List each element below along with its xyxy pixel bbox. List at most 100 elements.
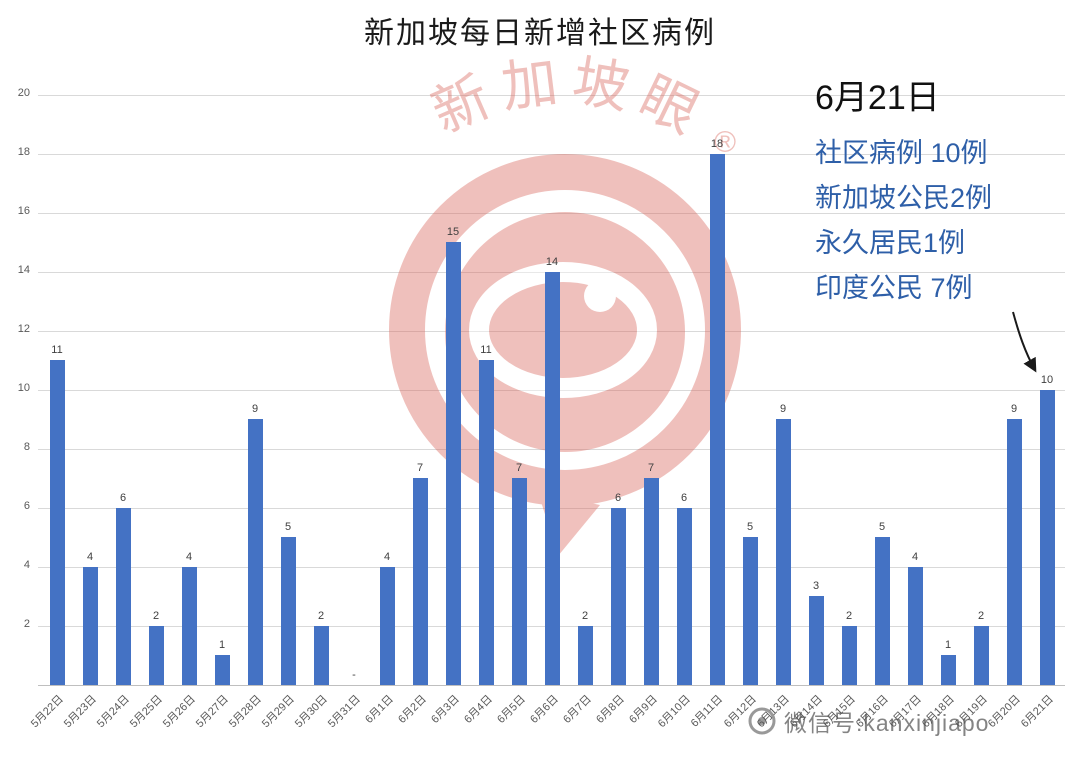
gridline [38,154,1065,155]
x-tick-label: 6月11日 [689,693,726,730]
bar [115,508,131,685]
bar-value-label: 11 [51,344,63,356]
bar-value-label: 9 [1010,403,1018,415]
bar [412,478,428,685]
x-tick-label: 6月10日 [655,693,693,731]
x-tick-label: 6月6日 [527,693,561,726]
bar-value-label: 18 [710,138,724,150]
bar-value-label: 15 [446,226,460,238]
annotation-block: 6月21日 社区病例 10例 新加坡公民2例 永久居民1例 印度公民 7例 [815,70,992,311]
bar [940,655,956,685]
x-tick-label: 5月25日 [127,693,165,731]
x-tick-label: 5月29日 [259,693,297,731]
bar-value-label: 6 [614,492,622,504]
y-tick-label: 10 [17,382,30,394]
bar [280,537,296,685]
y-tick-label: 20 [17,87,30,99]
bar-value-label: 5 [284,521,292,533]
bar-value-label: 2 [581,610,589,622]
y-tick-label: 8 [23,441,30,453]
y-tick-label: 4 [23,559,30,571]
bar [1039,390,1055,685]
x-tick-label: 6月8日 [593,693,627,726]
bar-value-label: 4 [383,551,391,563]
x-tick-label: 5月24日 [94,693,132,731]
y-tick-label: 18 [17,146,30,158]
bar-value-label: 6 [680,492,688,504]
bar-value-label: - [352,669,356,681]
bar-value-label: 1 [218,639,226,651]
annotation-date: 6月21日 [815,79,940,117]
x-tick-label: 6月2日 [395,693,429,726]
bar [445,242,461,685]
bar [478,360,494,685]
x-tick-label: 6月5日 [494,693,528,726]
bar [511,478,527,685]
gridline [38,213,1065,214]
bar [643,478,659,685]
x-tick-label: 5月27日 [193,693,231,731]
bar [841,626,857,685]
annotation-line-citizens: 新加坡公民2例 [815,183,993,213]
bar-value-label: 2 [845,610,853,622]
bar [610,508,626,685]
bar-value-label: 4 [911,551,919,563]
bar [313,626,329,685]
bar [973,626,989,685]
bar-value-label: 7 [515,462,523,474]
bar [577,626,593,685]
bar [379,567,395,685]
bar [247,419,263,685]
x-tick-label: 5月23日 [61,693,99,731]
y-tick-label: 16 [17,205,30,217]
x-tick-label: 6月1日 [362,693,396,726]
wechat-watermark-icon [748,707,776,735]
bar [544,272,560,685]
bar-value-label: 9 [779,403,787,415]
bar [1006,419,1022,685]
x-tick-label: 6月7日 [560,693,594,726]
bar-value-label: 10 [1040,374,1054,386]
y-tick-label: 6 [23,500,30,512]
bar-value-label: 5 [878,521,886,533]
bar-value-label: 4 [86,551,94,563]
gridline [38,95,1065,96]
bar-value-label: 7 [416,462,424,474]
bar-value-label: 6 [119,492,127,504]
x-tick-label: 5月31日 [325,693,363,731]
x-tick-label: 6月21日 [1018,693,1056,731]
x-tick-label: 5月28日 [226,693,264,731]
bar [214,655,230,685]
bar-value-label: 2 [152,610,160,622]
y-tick-label: 2 [23,618,30,630]
annotation-line-foreign: 印度公民 7例 [815,273,973,303]
x-axis-line [38,685,1065,686]
bar [49,360,65,685]
y-tick-label: 14 [17,264,30,276]
x-tick-label: 5月30日 [292,693,330,731]
bar-value-label: 1 [944,639,952,651]
wechat-watermark-text: 微信号:kanxinjiapo [784,710,990,736]
bar-value-label: 3 [812,580,820,592]
wechat-watermark: 微信号:kanxinjiapo [746,704,989,738]
bar-value-label: 4 [185,551,193,563]
bar [907,567,923,685]
y-tick-label: 12 [17,323,30,335]
x-tick-label: 5月22日 [28,693,66,731]
bar [181,567,197,685]
bar-value-label: 2 [317,610,325,622]
bar [148,626,164,685]
chart-title: 新加坡每日新增社区病例 [364,17,716,50]
bar [874,537,890,685]
bar [709,154,725,685]
bar-value-label: 7 [647,462,655,474]
annotation-line-pr: 永久居民1例 [815,228,966,258]
x-tick-label: 6月4日 [461,693,495,726]
x-tick-label: 5月26日 [160,693,198,731]
bar-value-label: 9 [251,403,259,415]
bar-value-label: 5 [746,521,754,533]
annotation-line-community: 社区病例 10例 [815,138,988,168]
bar [742,537,758,685]
bar-value-label: 14 [545,256,559,268]
